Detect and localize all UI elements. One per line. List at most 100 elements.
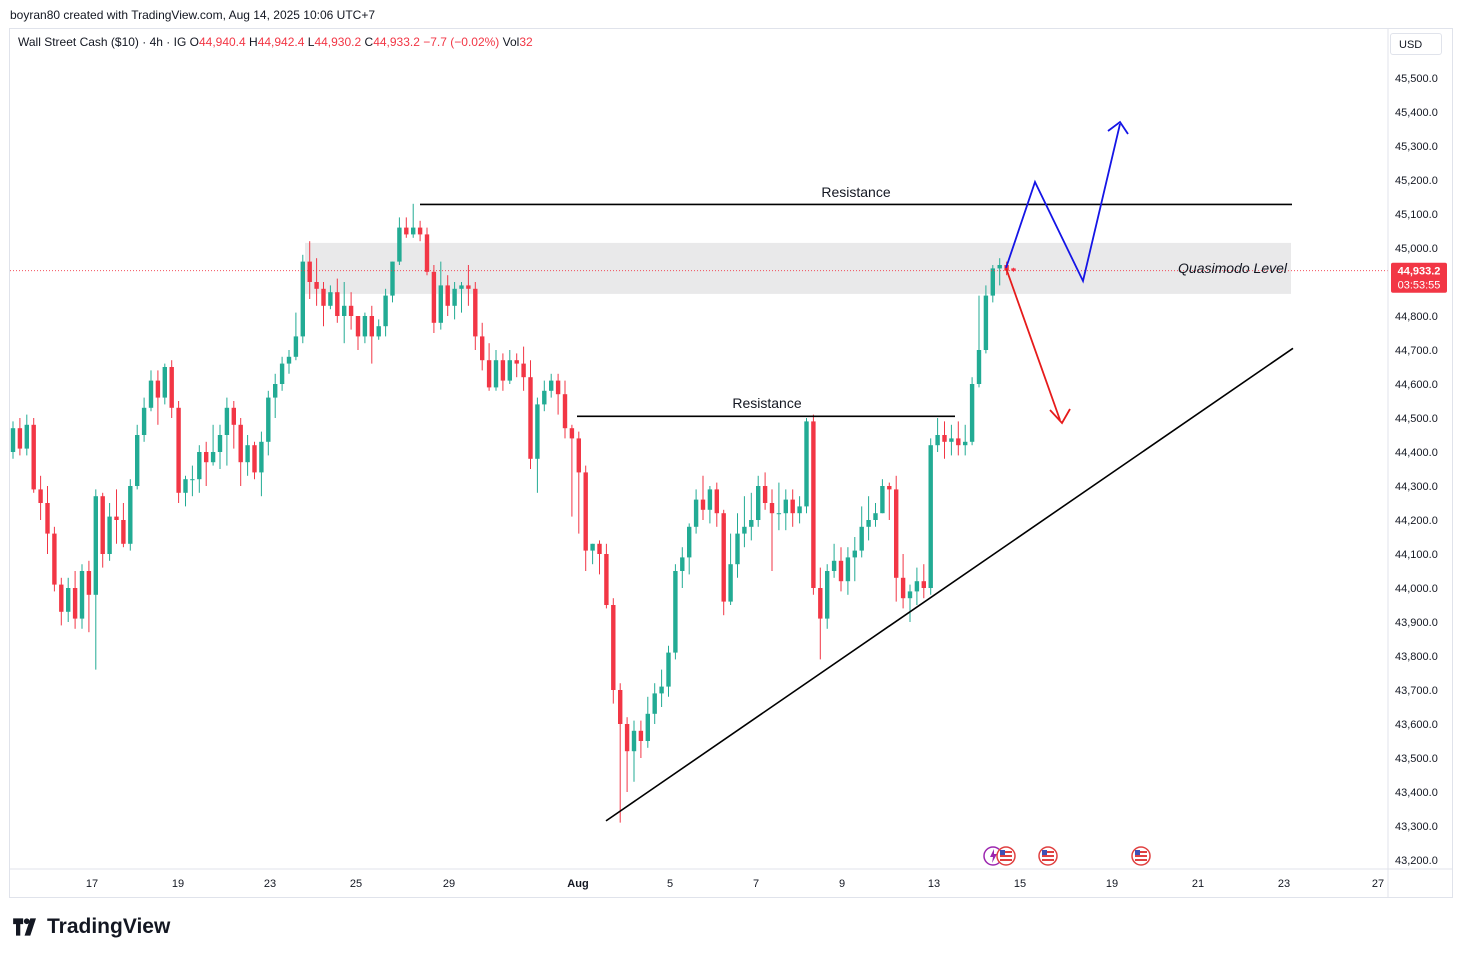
candle-up — [438, 285, 443, 323]
time-tick-label: 19 — [172, 878, 184, 890]
candle-down — [121, 520, 126, 544]
candle-down — [59, 584, 64, 612]
candle-down — [238, 424, 243, 463]
candle-down — [942, 435, 947, 442]
time-tick-label: 7 — [753, 878, 759, 890]
time-tick-label: 19 — [1106, 878, 1118, 890]
price-tick-label: 43,500.0 — [1395, 753, 1438, 765]
candle-up — [707, 489, 713, 510]
time-tick-label: 13 — [928, 878, 940, 890]
candle-up — [459, 285, 464, 289]
legend-low-value: 44,930.2 — [314, 35, 362, 49]
candle-up — [493, 360, 499, 388]
chart-byline: boyran80 created with TradingView.com, A… — [10, 8, 376, 22]
candle-down — [576, 438, 581, 473]
candle-down — [335, 292, 340, 316]
candle-down — [811, 421, 816, 588]
candle-down — [611, 605, 616, 690]
candle-up — [259, 441, 264, 473]
us-flag-event-icon — [996, 846, 1016, 866]
candle-down — [431, 271, 437, 323]
candle-down — [169, 367, 174, 408]
candle-up — [976, 350, 982, 384]
candle-up — [783, 499, 788, 514]
candle-up — [266, 397, 271, 442]
candle-down — [838, 560, 844, 582]
candle-down — [769, 503, 775, 514]
last-price-tag: 44,933.2 03:53:55 — [1391, 262, 1447, 293]
price-tick-label: 44,400.0 — [1395, 447, 1438, 459]
candle-up — [831, 560, 837, 571]
price-tick-label: 44,500.0 — [1395, 413, 1438, 425]
candle-up — [687, 526, 692, 558]
candle-up — [880, 486, 885, 514]
candle-down — [1011, 268, 1016, 271]
candle-down — [404, 227, 409, 235]
tradingview-brand: TradingView — [11, 915, 170, 939]
candle-up — [300, 261, 305, 337]
candle-up — [735, 533, 740, 565]
time-tick-label: 9 — [839, 878, 845, 890]
legend-high-label: H — [249, 35, 258, 49]
legend-close-label: C — [364, 35, 374, 49]
price-tick-label: 44,000.0 — [1395, 583, 1438, 595]
candle-down — [618, 690, 623, 724]
candle-up — [990, 268, 995, 296]
price-tick-label: 44,600.0 — [1395, 379, 1438, 391]
currency-selector[interactable]: USD — [1390, 33, 1442, 55]
quasimodo-zone — [305, 242, 1291, 294]
candle-down — [721, 513, 726, 602]
candle-up — [328, 292, 333, 306]
candle-down — [176, 407, 181, 493]
candle-down — [231, 407, 236, 425]
candle-down — [521, 363, 526, 378]
ascending-trendline — [605, 347, 1294, 822]
price-tick-label: 44,700.0 — [1395, 345, 1438, 357]
candle-up — [997, 265, 1002, 269]
legend-symbol: Wall Street Cash ($10) · 4h · IG — [18, 35, 187, 49]
bearish-projection-path — [1005, 267, 1061, 421]
candle-up — [845, 557, 851, 582]
candle-up — [24, 424, 29, 449]
candle-down — [921, 581, 926, 588]
candle-up — [983, 295, 989, 350]
candle-up — [293, 336, 299, 357]
time-tick-label: 29 — [443, 878, 455, 890]
candle-down — [624, 724, 630, 752]
legend-open-label: O — [189, 35, 199, 49]
time-tick-label: 17 — [86, 878, 98, 890]
candle-up — [135, 435, 140, 486]
candle-down — [583, 472, 588, 551]
candle-down — [700, 499, 706, 510]
candle-up — [680, 557, 685, 571]
legend-high-value: 44,942.4 — [257, 35, 305, 49]
candle-up — [390, 261, 395, 296]
price-tick-label: 43,200.0 — [1395, 855, 1438, 867]
candle-down — [86, 571, 92, 595]
candle-down — [894, 489, 899, 578]
price-tick-label: 43,700.0 — [1395, 685, 1438, 697]
candle-down — [514, 360, 519, 364]
quasimodo-label: Quasimodo Level — [1178, 260, 1288, 276]
time-tick-label: 15 — [1014, 878, 1026, 890]
candle-down — [369, 316, 374, 337]
candle-up — [362, 316, 368, 337]
candle-down — [155, 380, 161, 398]
price-tick-label: 45,300.0 — [1395, 141, 1438, 153]
candle-down — [204, 452, 209, 463]
candle-up — [452, 288, 457, 306]
candle-down — [790, 499, 795, 514]
candle-up — [859, 526, 864, 551]
candle-up — [756, 486, 761, 520]
candle-down — [417, 227, 423, 235]
candle-up — [93, 496, 98, 595]
time-tick-label: 27 — [1372, 878, 1384, 890]
candle-up — [804, 421, 809, 507]
candle-up — [279, 363, 285, 384]
candle-down — [900, 577, 906, 599]
resistance-label-mid: Resistance — [732, 395, 801, 411]
candle-up — [210, 452, 216, 463]
candle-up — [273, 384, 278, 398]
candle-up — [963, 441, 968, 446]
